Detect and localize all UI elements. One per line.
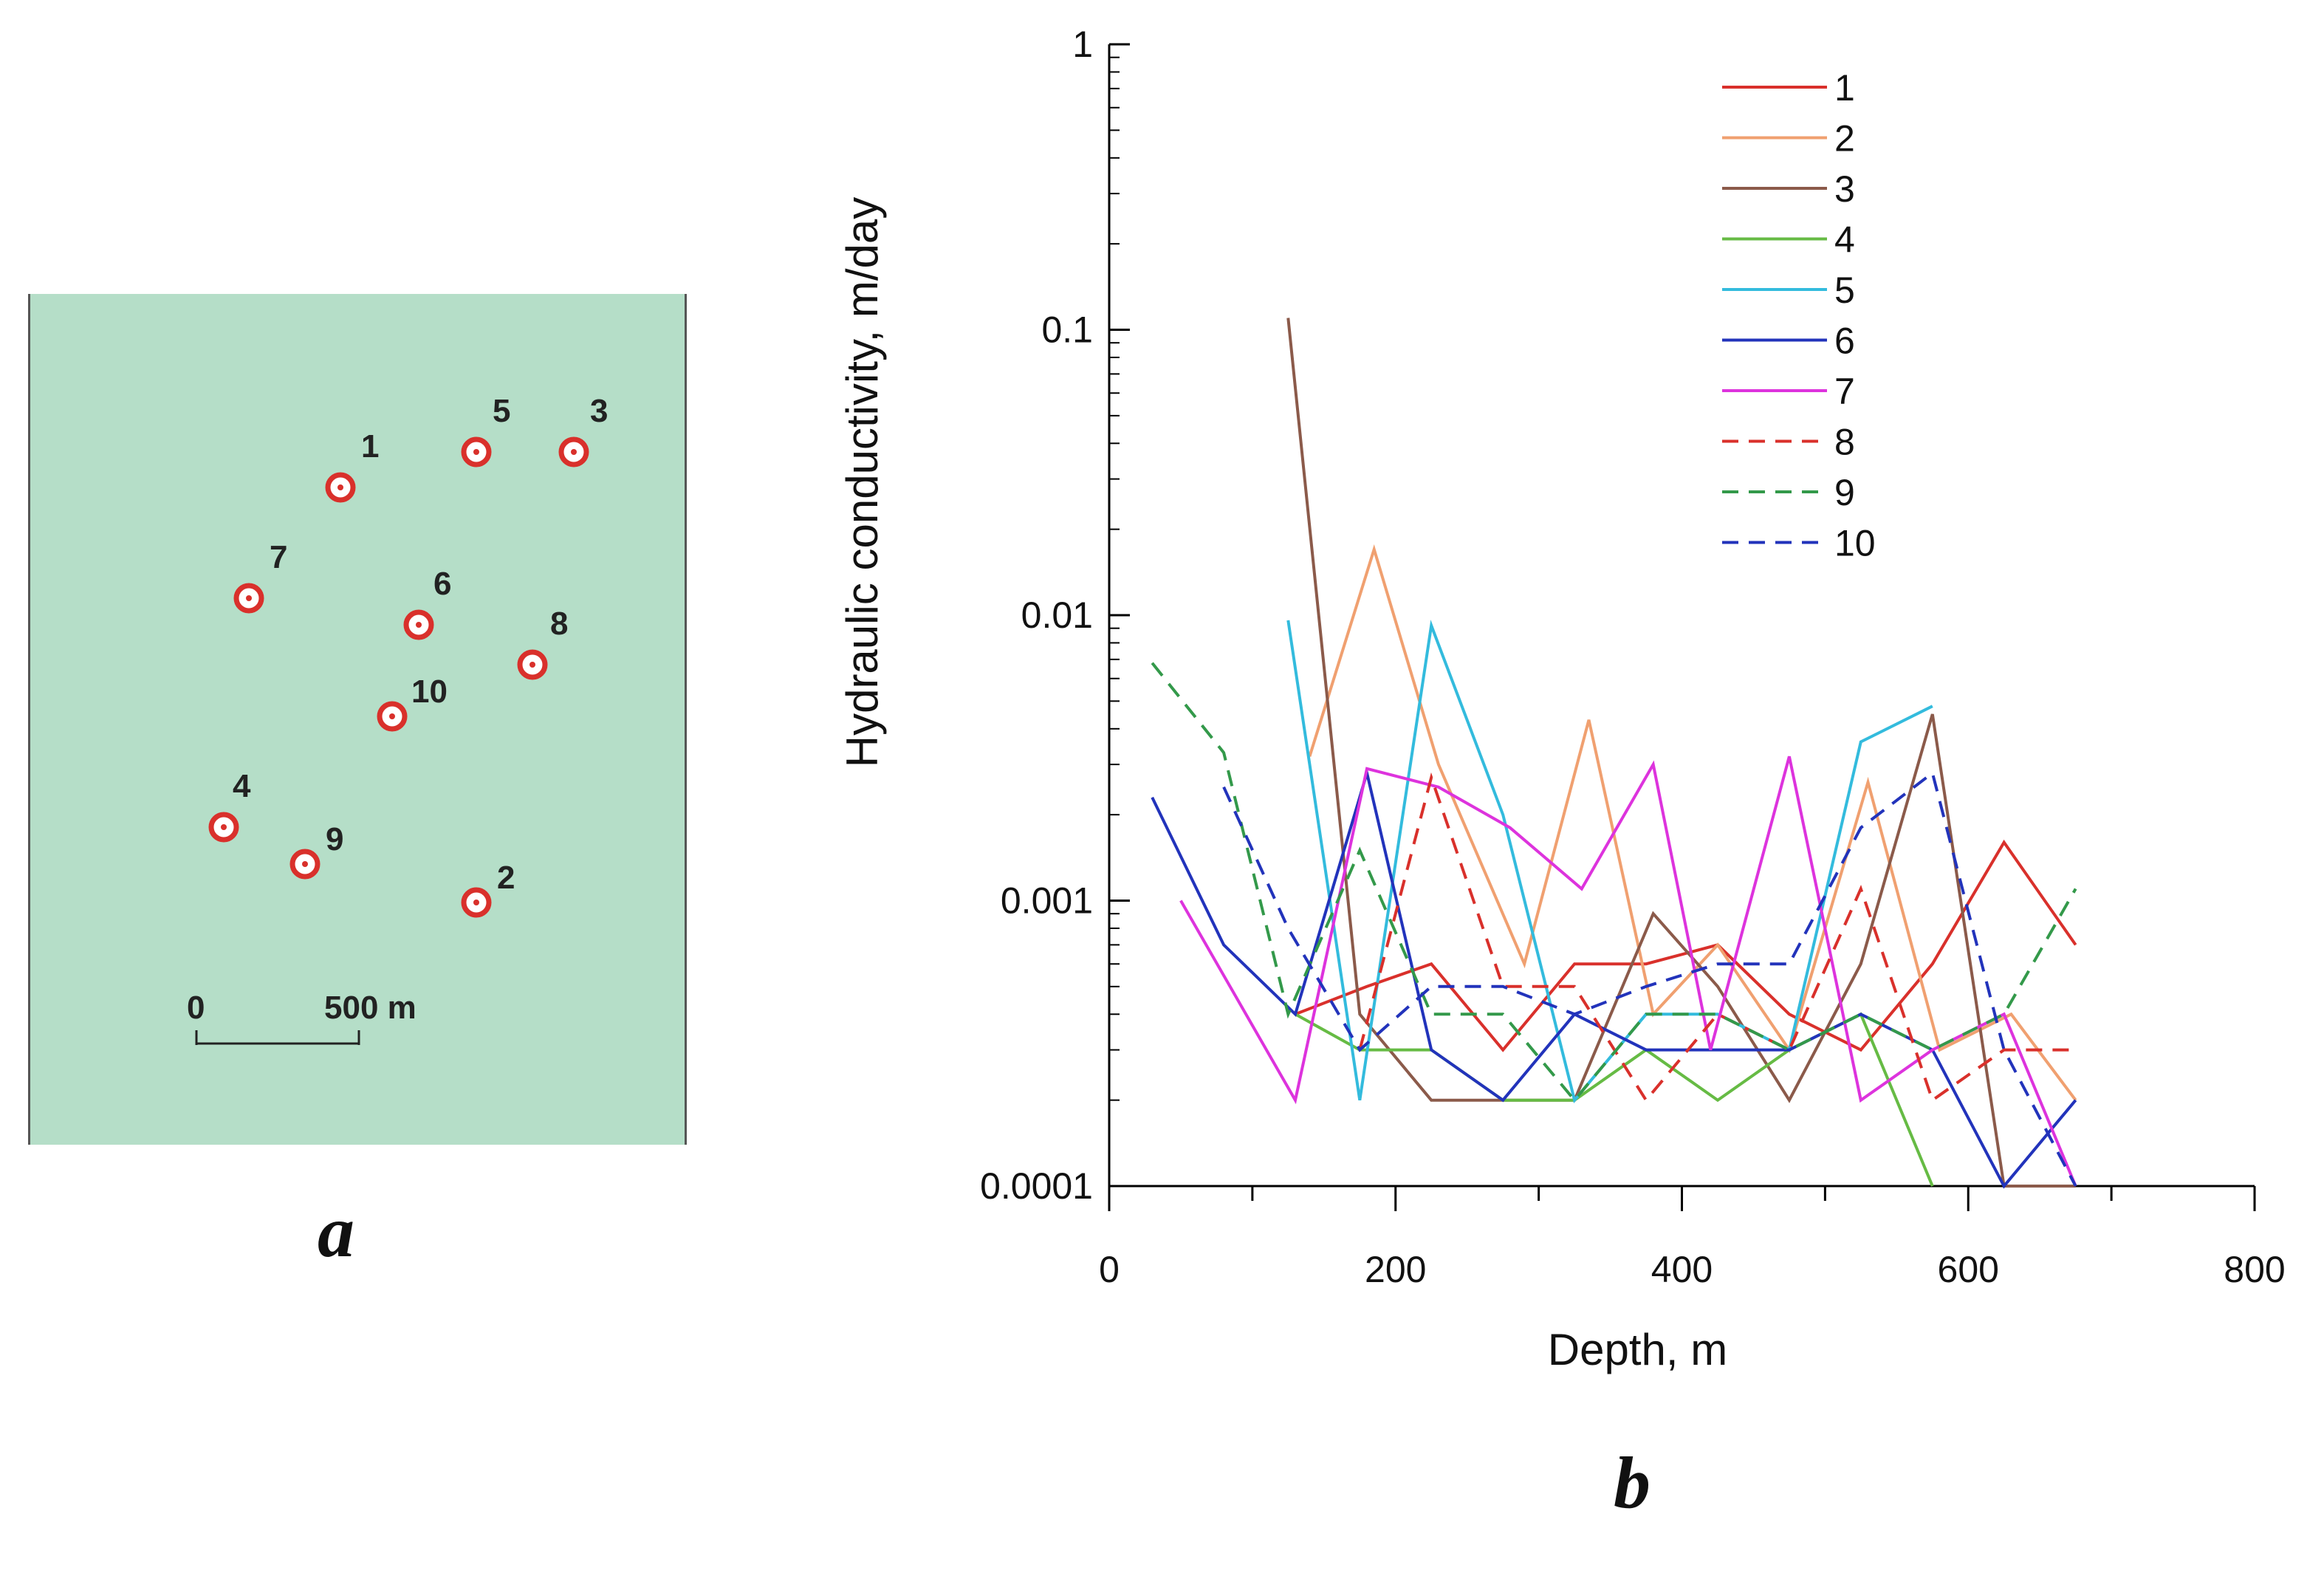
- legend-label: 10: [1834, 523, 1876, 564]
- well-marker-icon: [461, 887, 492, 918]
- y-tick-label: 0.0001: [980, 1165, 1093, 1207]
- y-tick-label: 0.1: [1041, 309, 1093, 351]
- well-label: 4: [233, 768, 251, 804]
- series-line-9: [1151, 662, 2077, 1103]
- well-label: 2: [497, 860, 515, 896]
- x-tick-label: 800: [2224, 1249, 2285, 1290]
- well-marker-icon: [517, 649, 548, 680]
- legend-label: 9: [1834, 472, 1855, 513]
- x-tick-label: 600: [1938, 1249, 1999, 1290]
- well-marker-icon: [377, 701, 408, 732]
- series-line-1: [1295, 839, 2077, 1052]
- well-marker-icon: [289, 849, 321, 880]
- well-marker-icon: [208, 812, 239, 843]
- panel-b-caption: b: [1614, 1442, 1651, 1524]
- well-label: 10: [411, 674, 448, 710]
- legend-label: 5: [1834, 270, 1855, 311]
- x-tick-label: 0: [1099, 1249, 1120, 1290]
- y-tick-label: 1: [1072, 24, 1093, 65]
- well-label: 7: [270, 539, 288, 575]
- panel-a-caption: a: [318, 1190, 354, 1272]
- series-line-2: [1308, 544, 2077, 1101]
- series-line-3: [1286, 318, 2076, 1188]
- well-marker-icon: [403, 609, 434, 640]
- x-tick-label: 400: [1651, 1249, 1713, 1290]
- scale-bar: [195, 1030, 360, 1045]
- series-line-7: [1179, 756, 2077, 1187]
- scale-start-label: 0: [187, 990, 205, 1026]
- scale-end-label: 500 m: [324, 990, 417, 1026]
- well-map-panel: 1 5 3 7 6 8 10 4 9 2 0 500 m: [28, 294, 687, 1145]
- well-label: 8: [550, 606, 569, 642]
- y-tick-label: 0.01: [1021, 595, 1093, 636]
- well-marker-icon: [325, 472, 356, 503]
- legend-label: 6: [1834, 321, 1855, 362]
- x-axis-title: Depth, m: [1548, 1325, 1727, 1374]
- legend-label: 8: [1834, 422, 1855, 463]
- well-label: 9: [326, 821, 344, 857]
- series-line-5: [1286, 620, 1933, 1104]
- legend-label: 7: [1834, 371, 1855, 412]
- x-tick-label: 200: [1365, 1249, 1426, 1290]
- y-axis-title: Hydraulic conductivity, m/day: [837, 197, 887, 768]
- series-line-4: [1295, 1012, 1934, 1187]
- well-label: 5: [493, 393, 511, 429]
- legend-label: 4: [1834, 219, 1855, 261]
- well-label: 3: [590, 393, 609, 429]
- y-tick-label: 0.001: [1001, 880, 1093, 922]
- legend-label: 3: [1834, 168, 1855, 210]
- legend-label: 1: [1834, 67, 1855, 109]
- well-marker-icon: [461, 436, 492, 467]
- legend-label: 2: [1834, 118, 1855, 160]
- series-line-8: [1358, 772, 2076, 1103]
- well-label: 6: [433, 566, 452, 602]
- well-label: 1: [361, 428, 380, 465]
- series-line-10: [1222, 770, 2077, 1187]
- well-marker-icon: [558, 436, 589, 467]
- well-marker-icon: [233, 583, 264, 614]
